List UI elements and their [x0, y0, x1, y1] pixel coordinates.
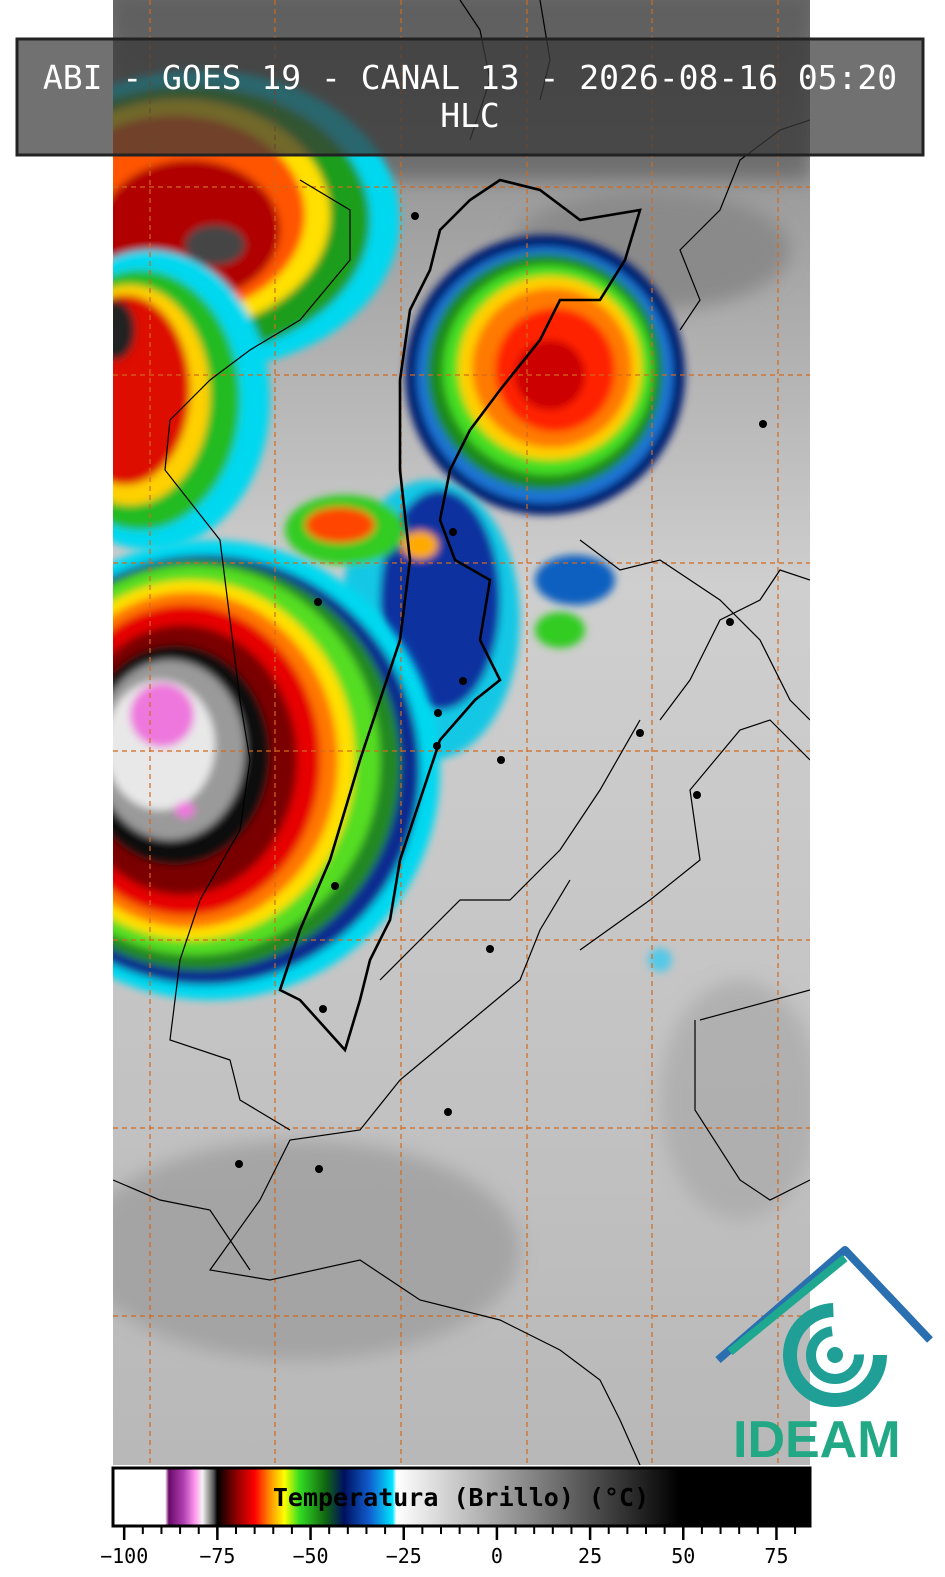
- satellite-image: [113, 0, 810, 1465]
- title-line: ABI - GOES 19 - CANAL 13 - 2026-08-16 05…: [43, 58, 897, 97]
- tick-label: 0: [491, 1544, 503, 1568]
- cities: [235, 212, 767, 1173]
- tick-label: 75: [764, 1544, 788, 1568]
- colorbar-label: Temperatura (Brillo) (°C): [273, 1483, 649, 1512]
- tick-label: 25: [578, 1544, 602, 1568]
- graticule: [113, 0, 810, 1465]
- tick-label: −75: [199, 1544, 235, 1568]
- title-box: [15, 37, 925, 157]
- tick-label: 50: [671, 1544, 695, 1568]
- colorbar: Temperatura (Brillo) (°C) −100 −75 −50 −25 0…: [100, 1466, 812, 1568]
- tick-label: −25: [386, 1544, 422, 1568]
- logo-text: IDEAM: [733, 1411, 901, 1469]
- logo: IDEAM: [715, 1246, 933, 1469]
- colorbar-scale: [111, 1466, 812, 1528]
- title-line: HLC: [440, 96, 500, 135]
- tick-label: −50: [292, 1544, 328, 1568]
- tick-label: −100: [100, 1544, 148, 1568]
